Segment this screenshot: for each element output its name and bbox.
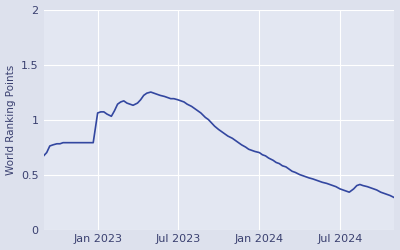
Y-axis label: World Ranking Points: World Ranking Points <box>6 64 16 175</box>
